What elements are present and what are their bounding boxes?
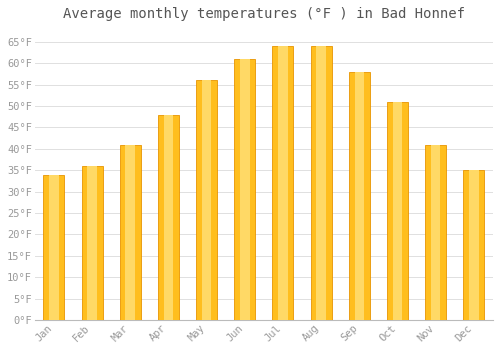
Bar [164, 114, 173, 320]
Bar [354, 72, 364, 320]
Bar [196, 80, 217, 320]
Bar [426, 145, 446, 320]
Bar [431, 145, 440, 320]
Bar [349, 72, 370, 320]
Bar [393, 102, 402, 320]
Bar [202, 80, 211, 320]
Bar [316, 46, 326, 320]
Bar [126, 145, 135, 320]
Bar [158, 114, 179, 320]
Bar [469, 170, 478, 320]
Title: Average monthly temperatures (°F ) in Bad Honnef: Average monthly temperatures (°F ) in Ba… [63, 7, 465, 21]
Bar [82, 166, 102, 320]
Bar [387, 102, 408, 320]
Bar [44, 175, 64, 320]
Bar [278, 46, 287, 320]
Bar [234, 59, 256, 320]
Bar [464, 170, 484, 320]
Bar [240, 59, 250, 320]
Bar [88, 166, 96, 320]
Bar [272, 46, 293, 320]
Bar [310, 46, 332, 320]
Bar [49, 175, 58, 320]
Bar [120, 145, 141, 320]
